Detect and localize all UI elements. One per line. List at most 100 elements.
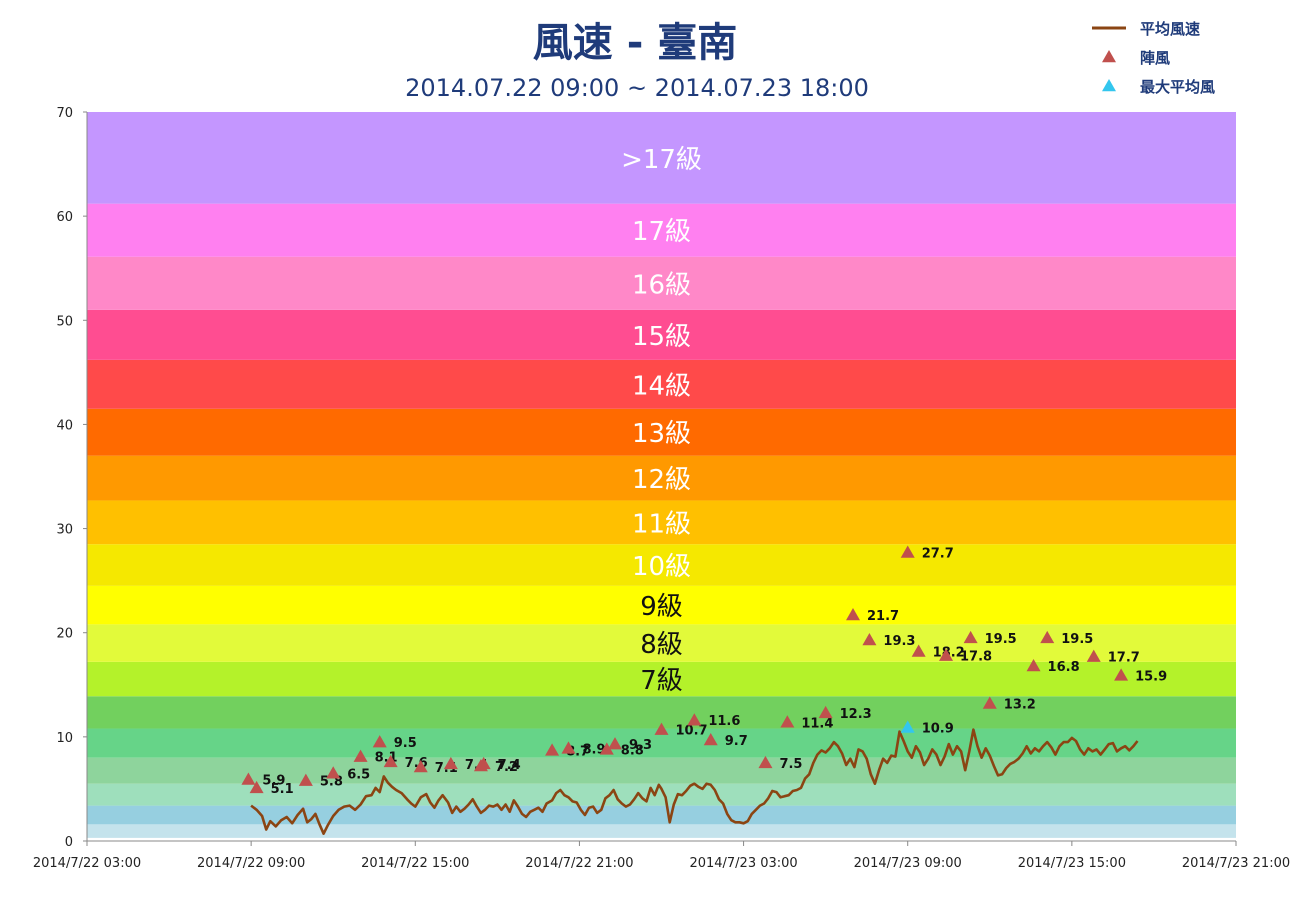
gust-label-18: 7.5: [779, 757, 802, 772]
legend-text-2: 最大平均風: [1140, 78, 1215, 96]
gust-marker-4: [353, 749, 368, 762]
gust-label-23: 27.7: [922, 547, 954, 562]
gust-label-5: 9.5: [394, 736, 417, 751]
gust-label-20: 12.3: [840, 707, 872, 722]
gust-marker-20: [818, 705, 833, 719]
gust-label-9: 7.4: [498, 758, 521, 773]
legend-marker-2: [1102, 79, 1116, 92]
y-tick-label-50: 50: [56, 314, 73, 329]
gust-label-27: 13.2: [1004, 698, 1036, 713]
max-avg-label-0: 10.9: [922, 721, 954, 736]
band-10: [87, 544, 1236, 586]
gust-label-25: 17.8: [960, 650, 992, 665]
gust-label-12: 8.9: [582, 742, 605, 757]
x-tick-label-1: 2014/7/22 09:00: [197, 856, 305, 871]
gust-marker-23: [900, 545, 915, 558]
band-9: [87, 585, 1236, 625]
x-tick-label-7: 2014/7/23 21:00: [1182, 856, 1290, 871]
chart-subtitle: 2014.07.22 09:00 ~ 2014.07.23 18:00: [405, 74, 869, 102]
gust-marker-14: [607, 737, 622, 750]
max-avg-marker-0: [900, 720, 915, 733]
gust-label-31: 15.9: [1135, 669, 1167, 684]
band-label-7: 7級: [640, 666, 683, 696]
gust-marker-17: [703, 732, 718, 746]
band-label-8: 8級: [640, 630, 683, 660]
y-tick-label-70: 70: [56, 106, 73, 121]
x-tick-label-4: 2014/7/23 03:00: [689, 856, 797, 871]
gust-label-10: 7.2: [495, 760, 518, 775]
gust-label-22: 19.3: [883, 634, 915, 649]
gust-marker-21: [846, 608, 860, 621]
y-tick-label-20: 20: [56, 627, 73, 642]
gust-label-21: 21.7: [867, 609, 899, 624]
chart-title: 風速 - 臺南: [533, 20, 737, 66]
gust-label-1: 5.1: [271, 782, 294, 797]
gust-marker-31: [1114, 668, 1129, 681]
gust-label-17: 9.7: [725, 734, 748, 749]
legend-text-1: 陣風: [1140, 49, 1170, 67]
band-11: [87, 500, 1236, 545]
gust-marker-16: [687, 713, 702, 726]
x-tick-labels: 2014/7/22 03:00 2014/7/22 09:00 2014/7/22 …: [33, 841, 1290, 871]
gust-marker-26: [963, 630, 978, 644]
band-2: [87, 805, 1236, 825]
gust-label-3: 6.5: [347, 767, 370, 782]
band-13: [87, 408, 1236, 456]
gust-marker-2: [298, 773, 313, 786]
x-tick-label-6: 2014/7/23 15:00: [1018, 856, 1126, 871]
x-tick-label-0: 2014/7/22 03:00: [33, 856, 141, 871]
gust-marker-10: [473, 759, 488, 772]
avg-wind-line: [250, 728, 1139, 836]
gust-label-14: 9.3: [629, 738, 652, 753]
gust-marker-6: [383, 754, 398, 768]
x-tick-label-3: 2014/7/22 21:00: [525, 856, 633, 871]
gust-series: 5.95.15.86.58.19.57.67.17.47.47.28.78.98…: [241, 545, 1167, 797]
band-12: [87, 455, 1236, 501]
avg-wind-series: [250, 728, 1139, 836]
gust-marker-19: [780, 715, 795, 728]
band-label-17: 17級: [632, 217, 691, 247]
band-7: [87, 661, 1236, 697]
gust-marker-27: [982, 696, 997, 709]
x-tick-label-2: 2014/7/22 15:00: [361, 856, 469, 871]
band-label-15: 15級: [632, 322, 691, 352]
legend-marker-1: [1102, 50, 1116, 63]
gust-marker-28: [1026, 659, 1041, 672]
gust-label-24: 18.2: [933, 645, 965, 660]
gust-label-16: 11.6: [708, 714, 740, 729]
gust-marker-13: [599, 742, 614, 755]
gust-label-15: 10.7: [676, 724, 708, 739]
band-label-14: 14級: [632, 371, 691, 401]
band-0: [87, 837, 1236, 841]
gust-marker-18: [758, 755, 773, 769]
y-tick-label-0: 0: [65, 835, 73, 850]
y-tick-label-60: 60: [56, 210, 73, 225]
gust-label-29: 19.5: [1061, 632, 1093, 647]
x-tick-label-5: 2014/7/23 09:00: [854, 856, 962, 871]
gust-label-19: 11.4: [801, 716, 833, 731]
band-17: [87, 203, 1236, 257]
gust-marker-29: [1040, 630, 1055, 644]
band-18: [87, 112, 1236, 204]
legend-text-0: 平均風速: [1140, 20, 1200, 38]
band-label-16: 16級: [632, 270, 691, 300]
gust-marker-25: [939, 648, 954, 661]
gust-label-30: 17.7: [1108, 651, 1140, 666]
gust-marker-0: [241, 772, 256, 785]
gust-marker-11: [545, 743, 560, 756]
gust-marker-24: [911, 644, 926, 657]
gust-marker-1: [249, 780, 264, 794]
band-16: [87, 256, 1236, 310]
gust-label-0: 5.9: [262, 774, 285, 789]
band-4: [87, 757, 1236, 784]
y-tick-label-10: 10: [56, 731, 73, 746]
gust-label-26: 19.5: [985, 632, 1017, 647]
y-tick-label-40: 40: [56, 418, 73, 433]
band-label-9: 9級: [640, 592, 683, 622]
gust-marker-8: [443, 756, 458, 770]
gust-label-13: 8.8: [621, 743, 644, 758]
max-avg-series: 10.9: [900, 720, 954, 736]
gust-marker-5: [372, 735, 387, 748]
band-label-12: 12級: [632, 465, 691, 495]
band-1: [87, 824, 1236, 838]
